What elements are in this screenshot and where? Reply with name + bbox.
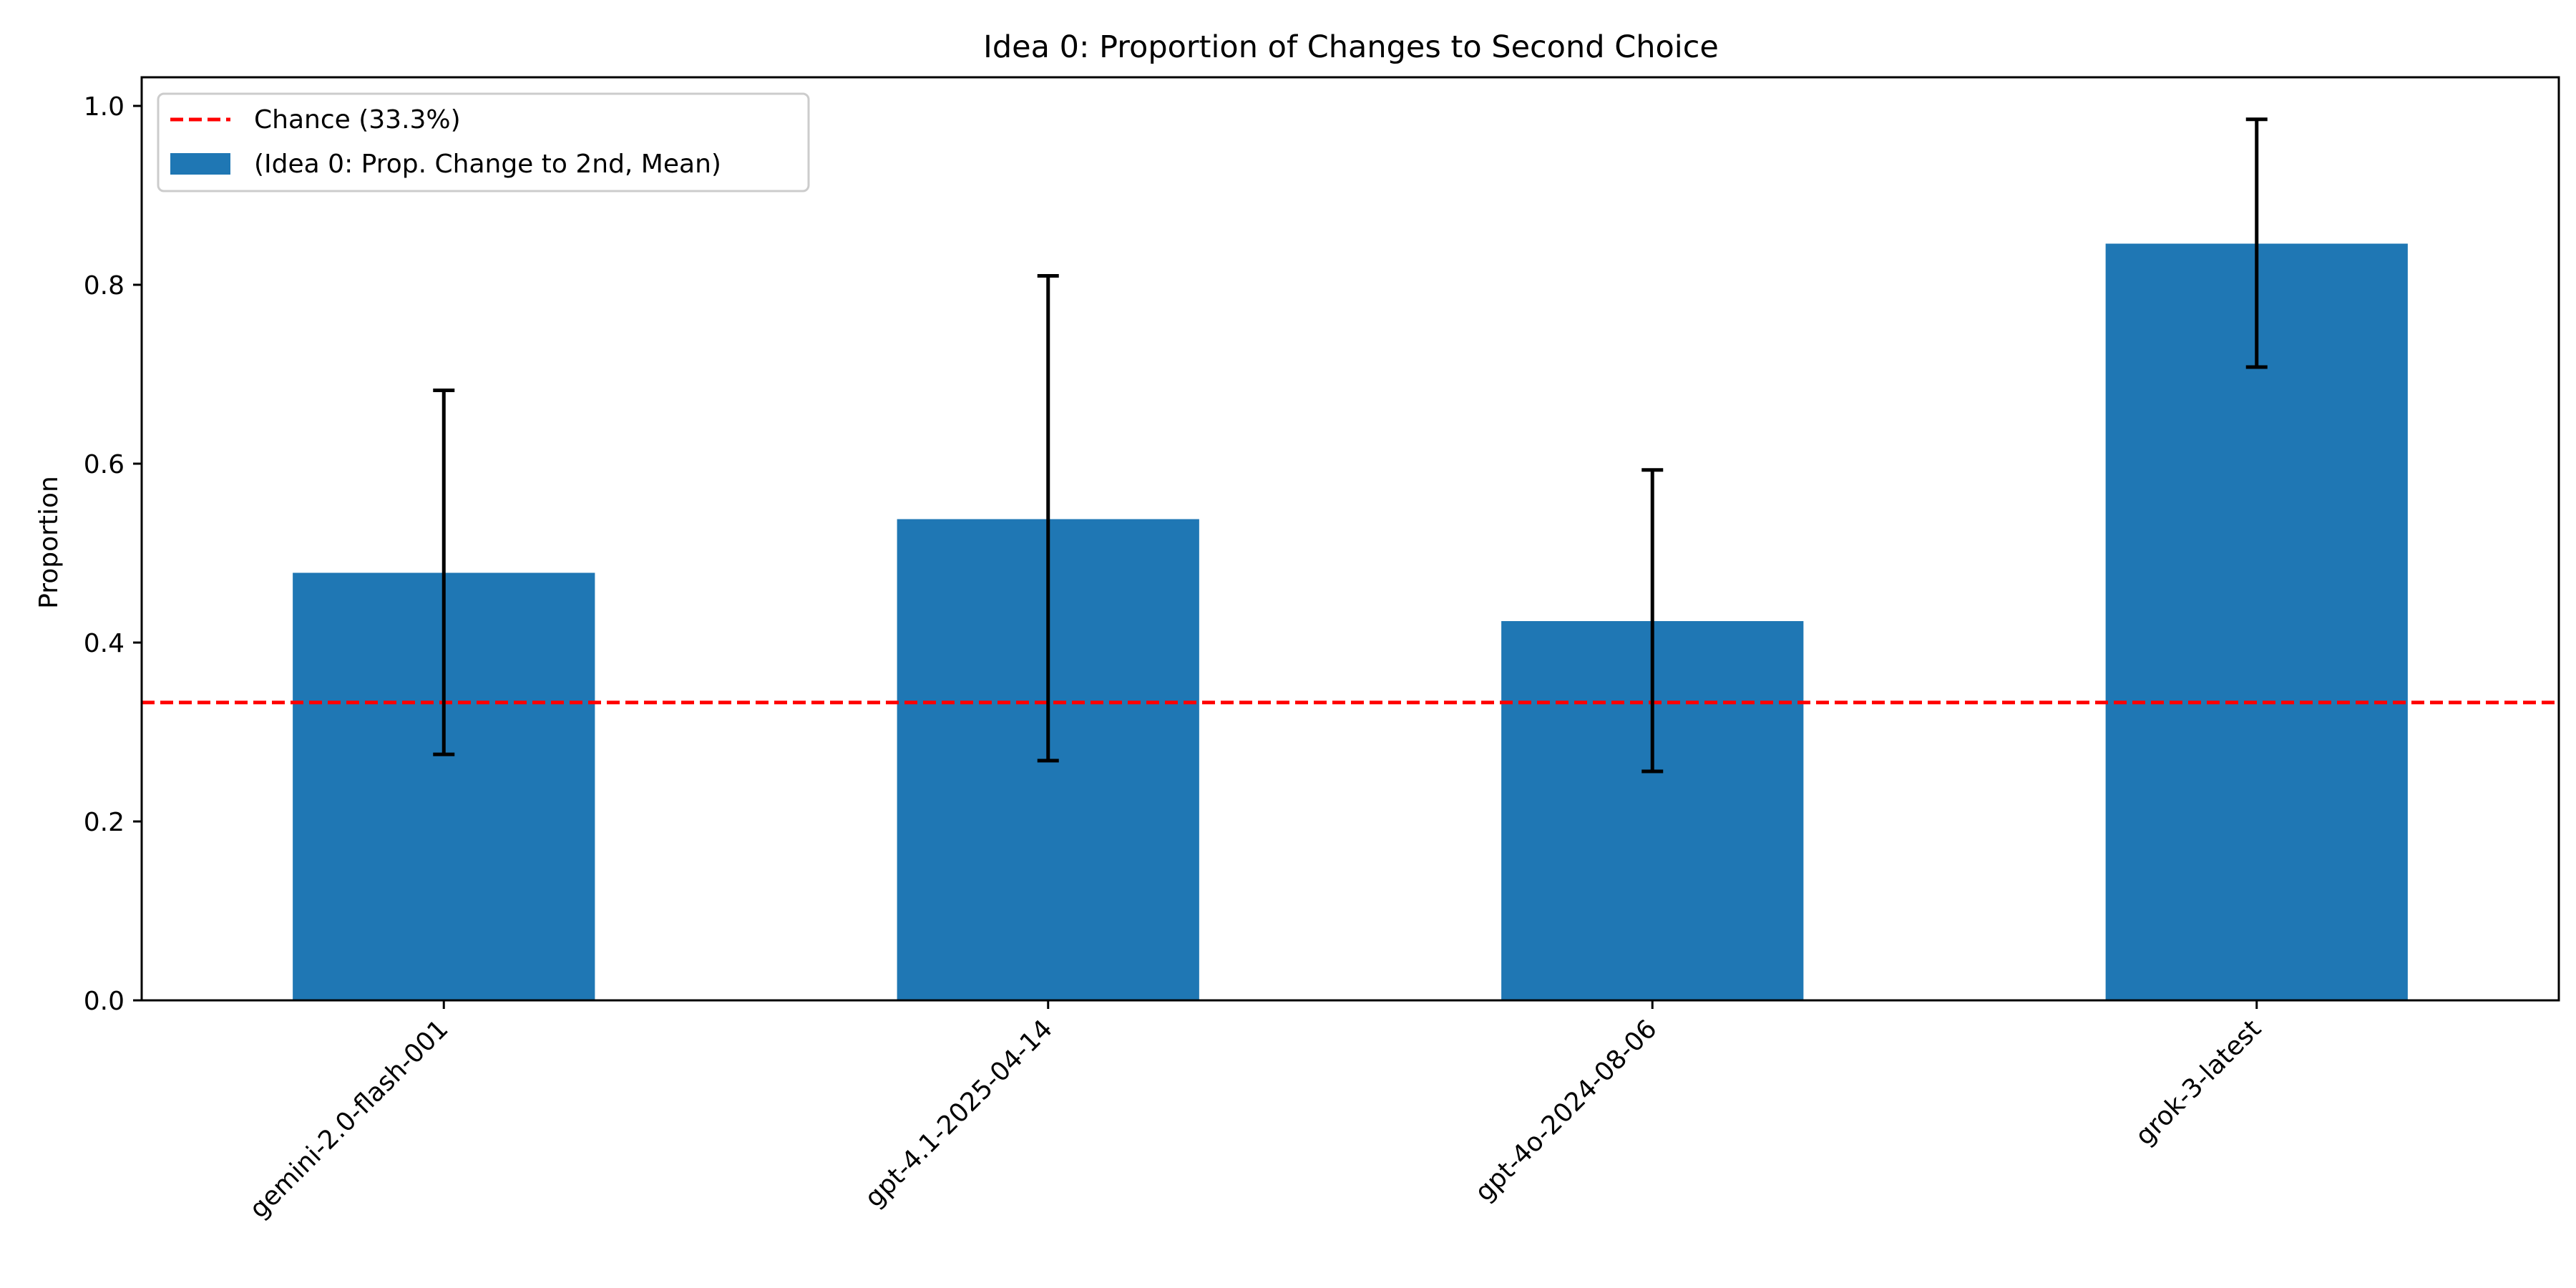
chart-title: Idea 0: Proportion of Changes to Second … (983, 29, 1719, 65)
y-tick-label: 0.6 (84, 450, 125, 479)
error-bar (1641, 468, 1664, 774)
y-tick-label: 0.8 (84, 271, 125, 301)
legend-mean-swatch (170, 153, 230, 175)
y-tick-label: 0.0 (84, 987, 125, 1016)
error-bars-layer (433, 117, 2268, 774)
legend: Chance (33.3%) (Idea 0: Prop. Change to … (157, 92, 810, 192)
legend-mean-label: (Idea 0: Prop. Change to 2nd, Mean) (254, 150, 721, 179)
plot-frame (140, 76, 2560, 1002)
y-tick-label: 1.0 (84, 92, 125, 122)
y-tick-label: 0.4 (84, 629, 125, 658)
error-bar (1037, 274, 1059, 763)
legend-box (157, 92, 810, 192)
y-axis-ticks: 0.0 0.2 0.4 0.6 0.8 1.0 (84, 92, 142, 1016)
y-tick-label: 0.2 (84, 808, 125, 837)
y-axis-label: Proportion (34, 476, 64, 609)
error-bar (433, 389, 455, 756)
error-bar (2245, 117, 2268, 369)
bar (2105, 243, 2408, 1000)
legend-chance-label: Chance (33.3%) (254, 105, 461, 135)
